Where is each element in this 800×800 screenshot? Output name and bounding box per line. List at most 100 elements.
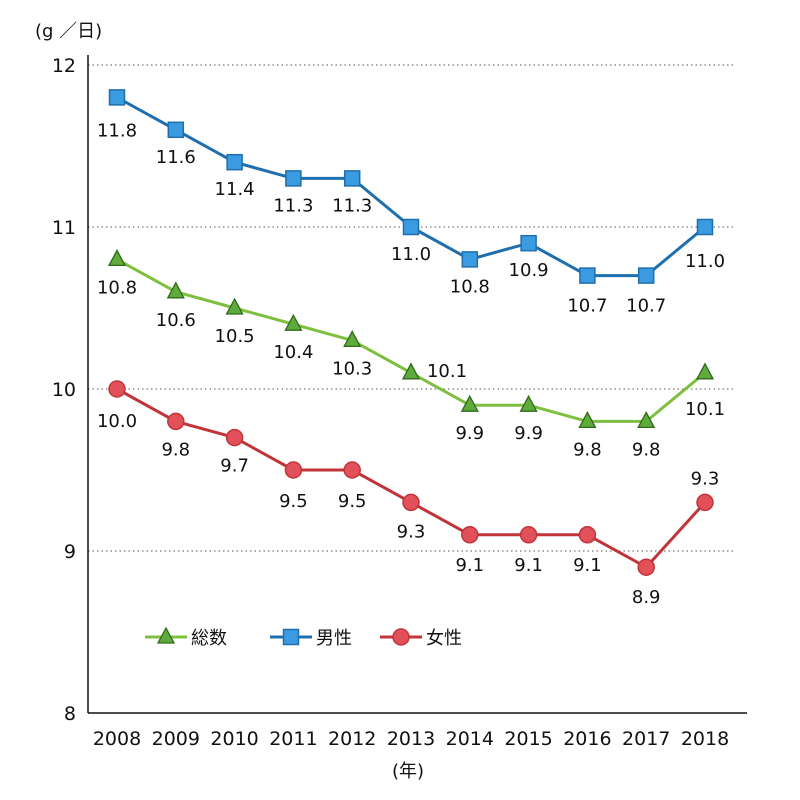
- data-label: 11.0: [391, 244, 431, 265]
- data-label: 9.1: [514, 555, 543, 576]
- axes: [87, 55, 747, 714]
- y-tick-label: 9: [64, 541, 76, 563]
- triangle-marker: [107, 249, 127, 267]
- x-tick-label: 2017: [622, 728, 670, 750]
- data-label: 10.9: [509, 260, 549, 281]
- y-tick-label: 8: [64, 703, 76, 725]
- legend-item: 男性: [270, 628, 352, 649]
- data-label: 10.3: [332, 358, 372, 379]
- square-marker: [108, 89, 126, 106]
- square-marker: [637, 267, 655, 284]
- circle-marker: [392, 628, 410, 646]
- triangle-marker: [284, 313, 303, 331]
- data-label: 10.1: [685, 399, 725, 420]
- data-label: 10.0: [97, 411, 137, 432]
- square-marker: [696, 218, 714, 236]
- legend-label: 男性: [316, 628, 352, 649]
- data-label: 10.8: [97, 277, 137, 298]
- circle-marker: [578, 526, 597, 544]
- circle-marker: [284, 461, 303, 479]
- data-label: 8.9: [632, 587, 661, 608]
- data-label: 9.7: [220, 456, 249, 477]
- x-tick-label: 2008: [93, 728, 141, 750]
- x-tick-label: 2013: [387, 728, 435, 750]
- triangle-marker: [637, 411, 656, 429]
- square-marker: [167, 121, 185, 139]
- circle-marker: [637, 558, 655, 576]
- x-tick-labels: 2008 2009 2010 2011 2012 2013 2014 2015 2016 2017…: [93, 728, 729, 750]
- circle-marker: [167, 412, 185, 431]
- circle-marker: [519, 526, 538, 544]
- data-label: 9.9: [455, 423, 484, 444]
- data-label: 9.8: [573, 439, 602, 460]
- y-tick-label: 10: [52, 379, 76, 401]
- x-tick-label: 2014: [446, 728, 494, 750]
- data-label: 11.6: [156, 147, 196, 168]
- data-label: 11.0: [685, 251, 725, 272]
- series-line: [116, 258, 706, 423]
- data-label: 9.8: [632, 439, 661, 460]
- triangle-marker: [166, 281, 185, 299]
- square-marker: [402, 218, 420, 236]
- circle-marker: [696, 493, 714, 512]
- y-tick-label: 11: [52, 217, 76, 239]
- circle-marker: [461, 526, 479, 544]
- legend-label: 総数: [191, 628, 227, 649]
- data-label: 10.7: [626, 296, 666, 317]
- data-label: 10.8: [450, 276, 490, 297]
- data-label: 9.3: [691, 468, 720, 489]
- square-marker: [285, 170, 302, 187]
- data-label: 10.1: [427, 361, 467, 382]
- series-triangle: 10.8 10.6 10.5 10.4 10.3 10.1 9.9 9.9 9.8 9.8 10.1: [97, 249, 725, 460]
- data-label: 9.1: [455, 555, 484, 576]
- series-square: 11.8 11.6 11.4 11.3 11.3 11.0 10.8 10.9 10.7 10.7…: [97, 89, 725, 317]
- circle-marker: [343, 461, 361, 479]
- x-tick-label: 2015: [504, 728, 552, 750]
- x-unit-label: (年): [392, 761, 424, 782]
- data-label: 9.1: [573, 555, 602, 576]
- triangle-marker: [156, 626, 176, 644]
- x-tick-label: 2009: [152, 728, 200, 750]
- square-marker: [282, 628, 300, 646]
- square-marker: [226, 153, 243, 171]
- square-marker: [579, 267, 596, 284]
- legend: 総数 男性 女性: [145, 626, 462, 649]
- triangle-marker: [519, 394, 538, 412]
- data-label: 10.5: [215, 326, 255, 347]
- triangle-marker: [225, 297, 244, 315]
- y-unit-label: (g ／日): [35, 21, 102, 42]
- triangle-marker: [695, 362, 715, 380]
- x-tick-label: 2011: [269, 728, 317, 750]
- legend-label: 女性: [426, 628, 462, 649]
- x-tick-label: 2016: [563, 728, 611, 750]
- legend-item: 総数: [145, 626, 227, 649]
- x-tick-label: 2010: [210, 728, 258, 750]
- circle-marker: [225, 428, 244, 447]
- square-marker: [461, 251, 479, 268]
- data-label: 10.4: [273, 342, 313, 363]
- circle-marker: [402, 493, 420, 512]
- data-label: 10.6: [156, 310, 196, 331]
- triangle-marker: [401, 362, 421, 380]
- data-label: 11.4: [215, 179, 255, 200]
- data-label: 9.3: [397, 521, 426, 542]
- data-label: 10.7: [567, 296, 607, 317]
- x-tick-label: 2012: [328, 728, 376, 750]
- data-label: 9.8: [161, 439, 190, 460]
- data-label: 9.5: [338, 491, 367, 512]
- data-label: 11.3: [332, 195, 372, 216]
- series-group: 10.8 10.6 10.5 10.4 10.3 10.1 9.9 9.9 9.8 9.8 10.1…: [97, 89, 725, 608]
- data-label: 11.8: [97, 120, 137, 141]
- triangle-marker: [578, 411, 597, 429]
- square-marker: [343, 170, 361, 187]
- y-tick-labels: 8 9 10 11 12: [52, 55, 76, 725]
- x-tick-label: 2018: [681, 728, 729, 750]
- y-tick-label: 12: [52, 55, 76, 77]
- data-label: 11.3: [273, 195, 313, 216]
- circle-marker: [108, 380, 126, 398]
- square-marker: [520, 234, 537, 252]
- data-label: 9.5: [279, 491, 308, 512]
- triangle-marker: [343, 330, 362, 348]
- data-label: 9.9: [514, 423, 543, 444]
